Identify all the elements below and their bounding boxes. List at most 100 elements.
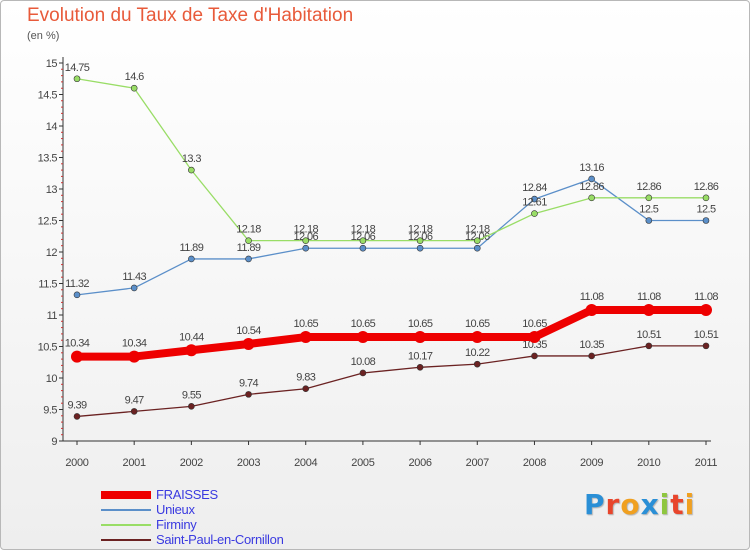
data-point <box>473 237 481 244</box>
data-point <box>188 403 195 410</box>
data-label: 12.18 <box>465 224 490 236</box>
data-point <box>302 244 310 252</box>
data-label: 11.08 <box>580 291 604 303</box>
data-point <box>359 237 367 244</box>
data-point <box>471 331 484 344</box>
data-label: 10.08 <box>351 356 376 368</box>
data-point <box>73 75 81 83</box>
data-label: 12.18 <box>236 224 261 236</box>
data-point <box>473 244 481 252</box>
data-label: 12.18 <box>351 224 376 236</box>
x-tick-label: 2001 <box>123 457 146 469</box>
data-point <box>71 350 83 363</box>
logo-letter: i <box>684 488 696 521</box>
data-point <box>588 194 595 202</box>
x-tick-label: 2003 <box>237 457 260 469</box>
logo-letter: r <box>605 488 621 521</box>
data-point <box>245 391 252 398</box>
series-line-firminy <box>76 78 707 242</box>
data-label: 14.6 <box>125 71 144 83</box>
data-point <box>245 255 252 263</box>
data-label: 12.18 <box>293 224 318 236</box>
data-point <box>531 195 538 203</box>
data-label: 11.08 <box>637 291 661 303</box>
data-point <box>130 284 138 292</box>
data-point <box>528 331 541 344</box>
y-tick-label: 10.5 <box>38 342 58 354</box>
data-label: 10.65 <box>408 318 433 330</box>
data-point <box>588 352 595 360</box>
y-tick-label: 10 <box>46 373 58 385</box>
data-point <box>73 413 81 420</box>
y-tick-label: 14.5 <box>38 90 58 102</box>
data-point <box>531 352 538 360</box>
legend-item: Saint-Paul-en-Cornillon <box>101 532 381 547</box>
data-point <box>302 385 310 393</box>
data-label: 11.32 <box>65 278 89 290</box>
data-point <box>585 303 598 316</box>
data-point <box>700 303 712 316</box>
chart-title: Evolution du Taux de Taxe d'Habitation <box>27 5 354 26</box>
logo-letter: i <box>659 488 671 521</box>
data-point <box>645 342 653 350</box>
data-label: 9.47 <box>125 394 144 406</box>
series-line-unieux <box>76 178 707 296</box>
data-point <box>302 237 310 244</box>
legend-label: FRAISSES <box>156 487 218 502</box>
data-point <box>188 166 195 174</box>
data-point <box>299 331 312 344</box>
data-label: 10.34 <box>122 338 147 350</box>
data-point <box>588 175 595 183</box>
data-point <box>531 210 538 217</box>
x-tick-label: 2011 <box>695 457 718 469</box>
data-point <box>642 303 655 316</box>
data-label: 12.86 <box>637 181 662 193</box>
data-label: 9.83 <box>296 372 315 384</box>
legend-label: Saint-Paul-en-Cornillon <box>156 532 284 547</box>
x-tick-label: 2004 <box>294 457 317 469</box>
data-label: 10.54 <box>236 325 261 337</box>
y-tick-label: 14 <box>46 121 58 133</box>
data-label: 10.65 <box>351 318 376 330</box>
x-tick-label: 2010 <box>637 457 660 469</box>
data-point <box>416 237 424 244</box>
data-label: 14.75 <box>65 62 90 74</box>
data-point <box>188 255 195 263</box>
legend-item: FRAISSES <box>101 487 381 502</box>
data-label: 9.74 <box>239 377 258 389</box>
data-label: 11.89 <box>180 242 204 254</box>
data-label: 12.18 <box>408 224 433 236</box>
legend-swatch <box>101 524 151 526</box>
data-label: 12.61 <box>522 197 547 209</box>
data-label: 12.5 <box>639 204 658 216</box>
legend-label: Unieux <box>156 502 195 517</box>
legend-item: Unieux <box>101 502 381 517</box>
data-label: 10.17 <box>408 350 433 362</box>
logo-letter: P <box>584 488 606 521</box>
data-point <box>359 369 367 377</box>
data-label: 12.86 <box>579 181 604 193</box>
data-label: 10.35 <box>579 339 604 351</box>
series-line-saint-paul-en-cornillon <box>76 345 707 418</box>
data-label: 9.55 <box>182 389 201 401</box>
data-point <box>645 194 653 202</box>
x-tick-label: 2000 <box>65 457 88 469</box>
logo-letter: o <box>620 488 641 521</box>
data-point <box>416 363 424 371</box>
data-label: 11.43 <box>122 271 146 283</box>
data-point <box>645 217 653 224</box>
data-label: 13.16 <box>579 162 604 174</box>
data-point <box>185 344 198 357</box>
data-point <box>416 244 424 252</box>
data-point <box>473 360 481 368</box>
data-point <box>242 337 255 350</box>
y-tick-label: 15 <box>46 58 58 70</box>
data-label: 10.44 <box>179 331 204 343</box>
y-tick-label: 9 <box>51 436 57 448</box>
y-tick-label: 9.5 <box>43 405 57 417</box>
data-label: 10.51 <box>637 329 662 341</box>
x-tick-label: 2005 <box>351 457 374 469</box>
data-label: 10.65 <box>293 318 318 330</box>
data-label: 11.08 <box>694 291 718 303</box>
